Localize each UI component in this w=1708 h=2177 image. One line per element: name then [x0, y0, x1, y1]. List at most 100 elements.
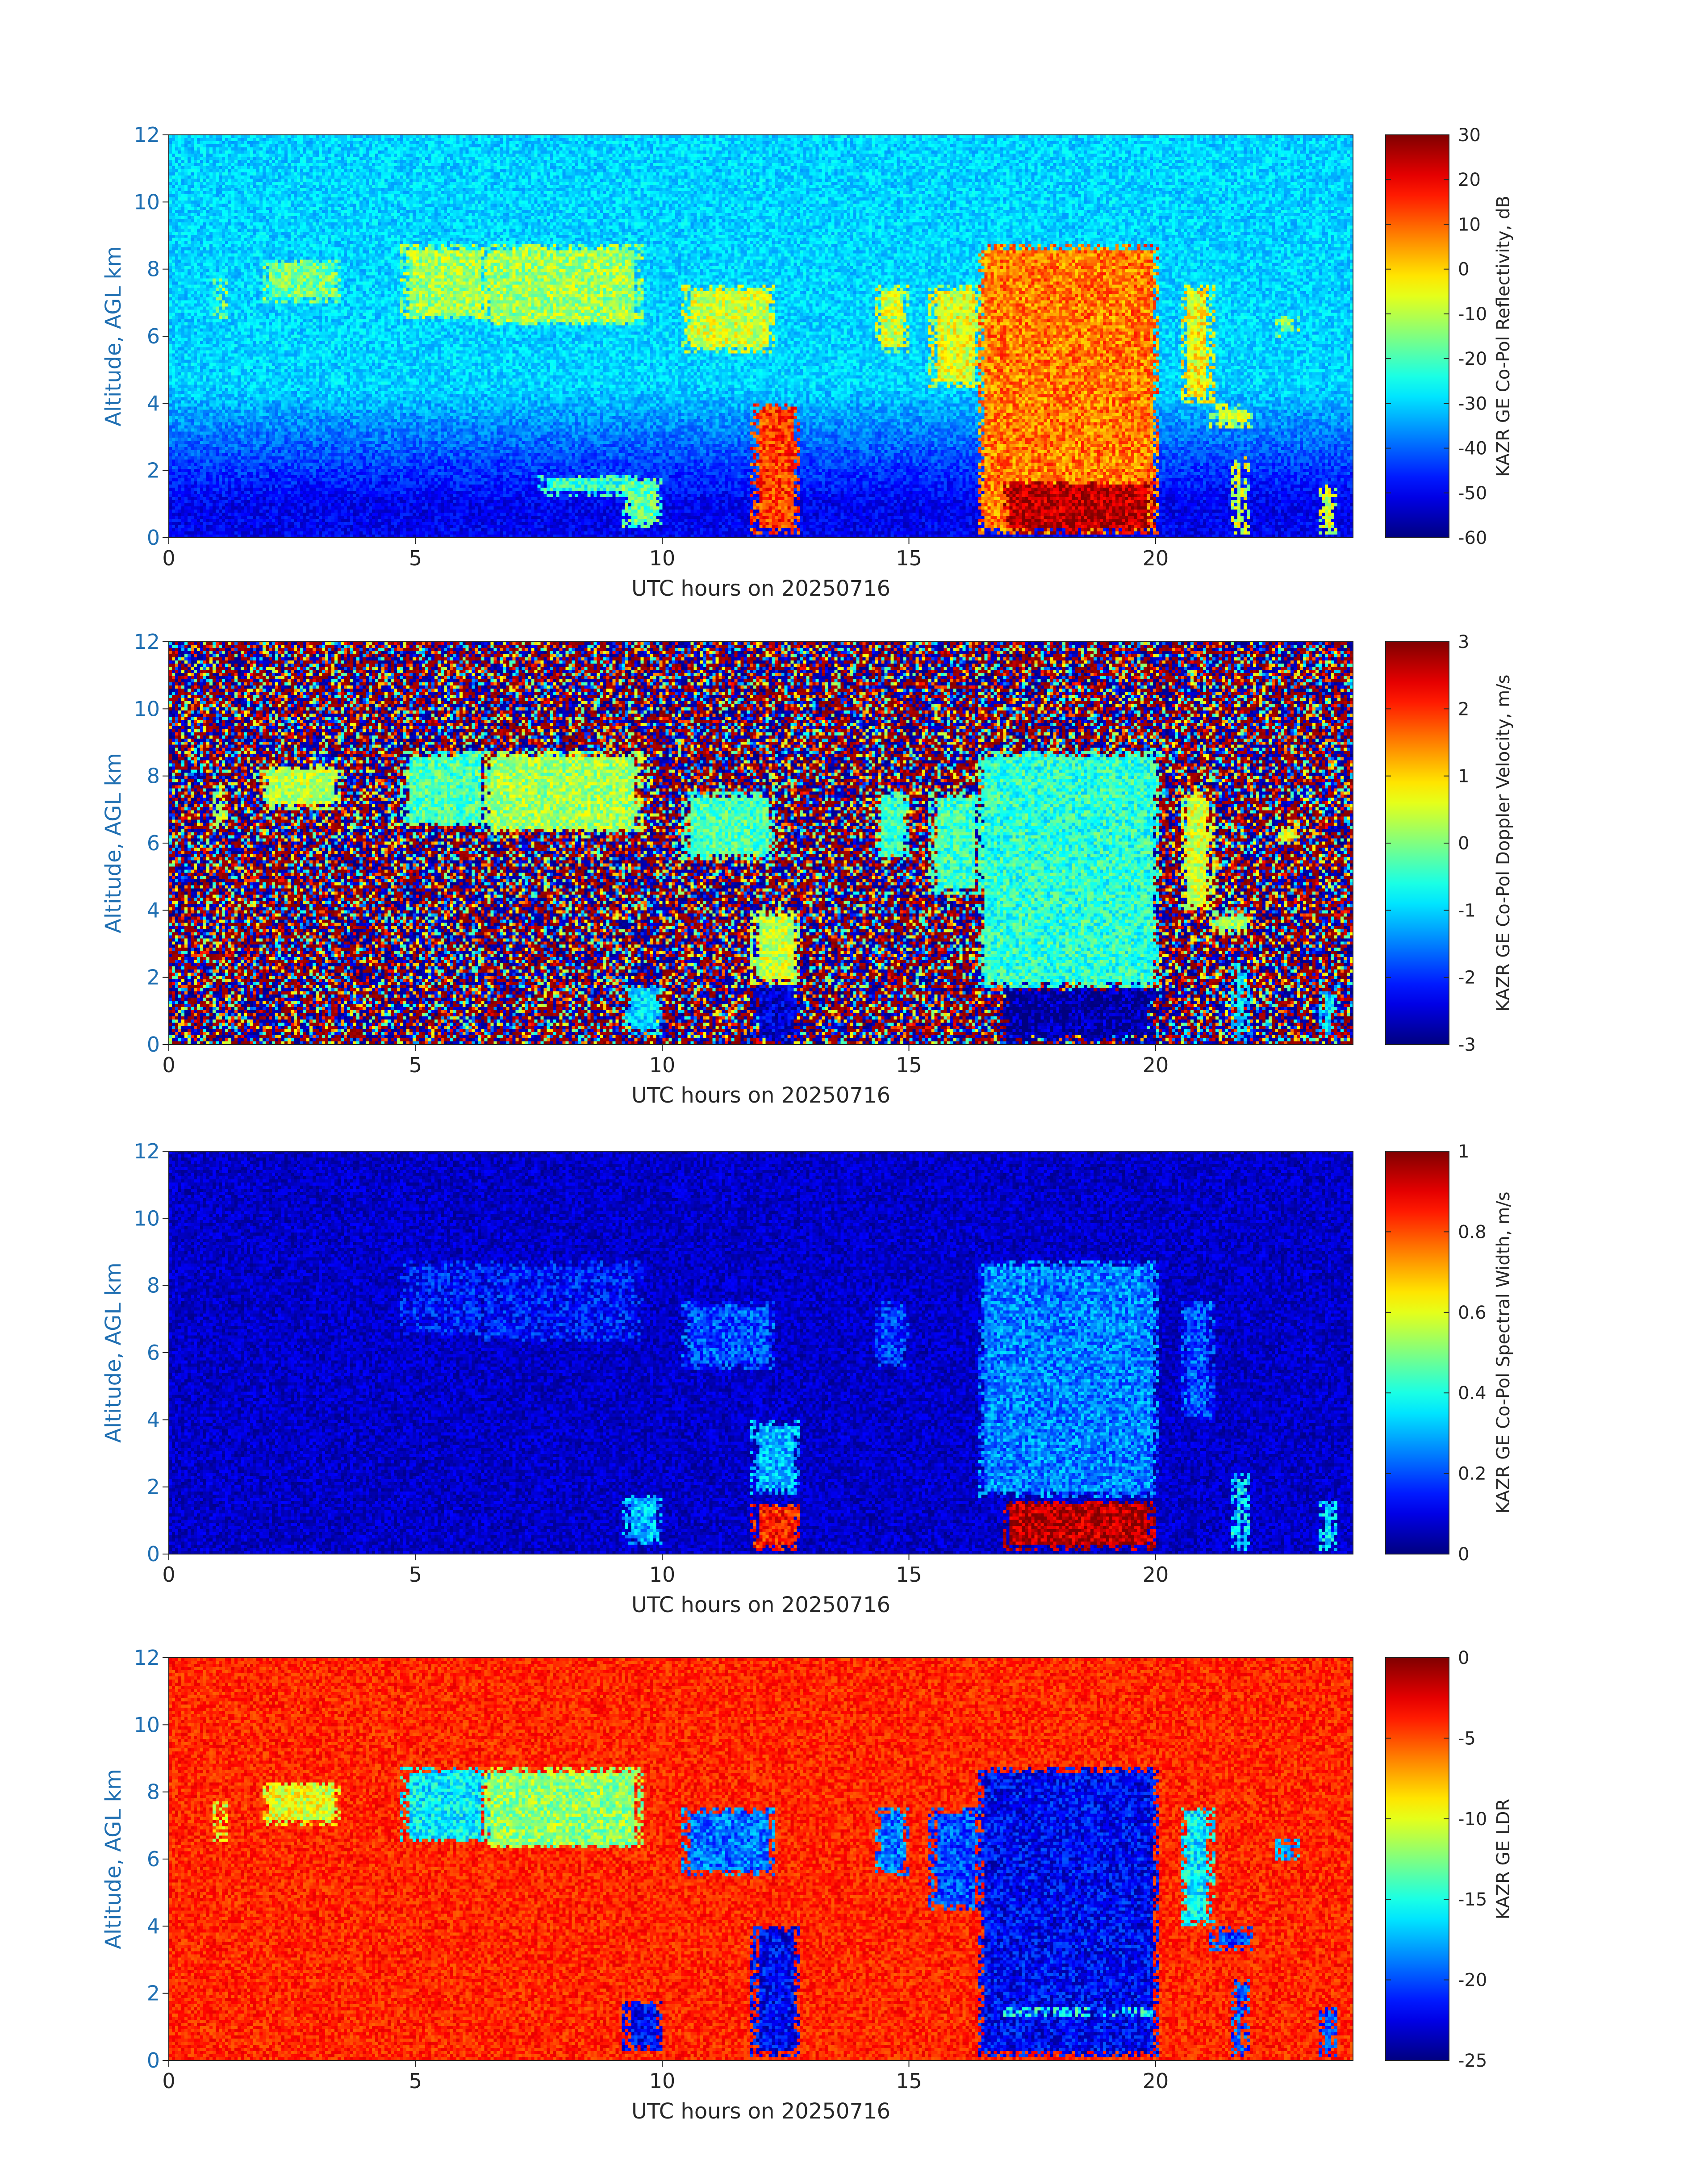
heatmap-image-spectral_width — [169, 1151, 1353, 1554]
x-tick-label: 20 — [1143, 1053, 1169, 1077]
y-tick-label: 0 — [147, 526, 160, 550]
heatmap-image-ldr — [169, 1658, 1353, 2060]
colorbar-tick-label: 10 — [1458, 214, 1481, 235]
y-tick-label: 0 — [147, 1542, 160, 1566]
y-tick-label: 2 — [147, 459, 160, 483]
panel-ldr: 0 5 10 15 20 0 2 4 6 8 10 12 UTC hours on 20250716 Al… — [101, 1646, 1514, 2124]
colorbar-tick-label: 0.6 — [1458, 1303, 1487, 1323]
y-tick-label: 12 — [134, 1139, 160, 1163]
x-tick-label: 0 — [162, 546, 175, 570]
y-axis-label: Altitude, AGL km — [101, 246, 126, 426]
y-tick-label: 2 — [147, 1981, 160, 2006]
y-tick-label: 0 — [147, 1032, 160, 1057]
x-tick-label: 15 — [896, 2069, 922, 2093]
colorbar-tick-label: -10 — [1458, 1809, 1487, 1830]
colorbar-tick-label: 30 — [1458, 125, 1481, 146]
colorbar-tick-label: 0.8 — [1458, 1222, 1487, 1242]
y-tick-label: 10 — [134, 697, 160, 721]
x-tick-label: 15 — [896, 1053, 922, 1077]
y-axis-label: Altitude, AGL km — [101, 1769, 126, 1949]
x-tick-label: 0 — [162, 1563, 175, 1587]
x-tick-label: 0 — [162, 2069, 175, 2093]
y-tick-label: 10 — [134, 1713, 160, 1737]
colorbar-label: KAZR GE Co-Pol Doppler Velocity, m/s — [1493, 675, 1514, 1012]
y-tick-label: 8 — [147, 1780, 160, 1804]
colorbar — [1385, 1151, 1449, 1554]
colorbar-tick-label: 0 — [1458, 1648, 1469, 1668]
x-tick-label: 10 — [649, 546, 676, 570]
colorbar — [1385, 1657, 1449, 2061]
colorbar-tick-label: -20 — [1458, 1970, 1487, 1991]
y-tick-label: 6 — [147, 324, 160, 348]
y-tick-label: 2 — [147, 965, 160, 990]
y-tick-label: 0 — [147, 2048, 160, 2073]
y-axis-label: Altitude, AGL km — [101, 753, 126, 933]
y-axis-label: Altitude, AGL km — [101, 1262, 126, 1443]
y-tick-label: 4 — [147, 391, 160, 415]
y-tick-label: 6 — [147, 1341, 160, 1365]
y-tick-label: 8 — [147, 257, 160, 281]
heatmap-image-reflectivity — [169, 135, 1353, 538]
colorbar — [1385, 134, 1449, 538]
y-tick-label: 12 — [134, 630, 160, 654]
colorbar-label: KAZR GE Co-Pol Spectral Width, m/s — [1493, 1191, 1514, 1513]
y-tick-label: 4 — [147, 1408, 160, 1432]
x-tick-label: 5 — [409, 1053, 422, 1077]
colorbar-tick-label: -60 — [1458, 528, 1487, 548]
colorbar-tick-label: -10 — [1458, 304, 1487, 325]
x-tick-label: 10 — [649, 1053, 676, 1077]
colorbar-tick-label: -3 — [1458, 1035, 1476, 1055]
colorbar-label: KAZR GE LDR — [1493, 1799, 1514, 1920]
colorbar-tick-label: 0 — [1458, 259, 1469, 280]
colorbar-tick-label: -5 — [1458, 1728, 1476, 1749]
y-tick-label: 8 — [147, 1274, 160, 1298]
x-tick-label: 20 — [1143, 2069, 1169, 2093]
y-tick-label: 4 — [147, 1914, 160, 1938]
y-tick-label: 10 — [134, 1206, 160, 1230]
x-axis-label: UTC hours on 20250716 — [631, 576, 890, 601]
colorbar-tick-label: 3 — [1458, 632, 1469, 652]
colorbar-tick-label: 0.2 — [1458, 1464, 1487, 1484]
x-axis-label: UTC hours on 20250716 — [631, 1592, 890, 1617]
x-tick-label: 5 — [409, 1563, 422, 1587]
colorbar-tick-label: -1 — [1458, 900, 1476, 921]
panel-reflectivity: 0 5 10 15 20 0 2 4 6 8 10 12 UTC hours on 20250716 Al… — [101, 123, 1514, 601]
colorbar-tick-label: 1 — [1458, 1141, 1469, 1162]
y-tick-label: 8 — [147, 764, 160, 788]
colorbar-tick-label: 0 — [1458, 833, 1469, 854]
y-tick-label: 2 — [147, 1475, 160, 1499]
colorbar-tick-label: 0.4 — [1458, 1383, 1487, 1404]
y-tick-label: 6 — [147, 831, 160, 855]
y-tick-label: 4 — [147, 898, 160, 922]
y-tick-label: 12 — [134, 1646, 160, 1670]
colorbar-tick-label: 20 — [1458, 170, 1481, 190]
colorbar-tick-label: -50 — [1458, 483, 1487, 504]
colorbar-tick-label: -30 — [1458, 393, 1487, 414]
x-tick-label: 0 — [162, 1053, 175, 1077]
colorbar-tick-label: -15 — [1458, 1889, 1487, 1910]
y-tick-label: 12 — [134, 123, 160, 147]
x-axis-label: UTC hours on 20250716 — [631, 2099, 890, 2124]
colorbar-tick-label: 1 — [1458, 766, 1469, 787]
x-tick-label: 10 — [649, 1563, 676, 1587]
colorbar-tick-label: 0 — [1458, 1544, 1469, 1565]
colorbar-tick-label: -40 — [1458, 439, 1487, 459]
x-axis-label: UTC hours on 20250716 — [631, 1083, 890, 1108]
colorbar-label: KAZR GE Co-Pol Reflectivity, dB — [1493, 196, 1514, 477]
x-tick-label: 10 — [649, 2069, 676, 2093]
colorbar-tick-label: -25 — [1458, 2051, 1487, 2071]
x-tick-label: 5 — [409, 2069, 422, 2093]
colorbar — [1385, 641, 1449, 1045]
heatmap-image-doppler_velocity — [169, 642, 1353, 1045]
y-tick-label: 10 — [134, 190, 160, 214]
colorbar-tick-label: -20 — [1458, 349, 1487, 369]
y-tick-label: 6 — [147, 1847, 160, 1871]
x-tick-label: 5 — [409, 546, 422, 570]
colorbar-tick-label: 2 — [1458, 699, 1469, 719]
x-tick-label: 15 — [896, 546, 922, 570]
x-tick-label: 20 — [1143, 546, 1169, 570]
x-tick-label: 20 — [1143, 1563, 1169, 1587]
